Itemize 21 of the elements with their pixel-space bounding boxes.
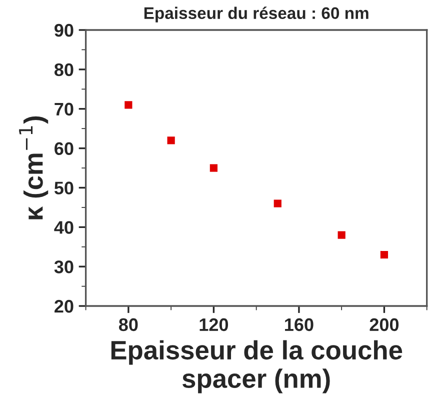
y-tick-label: 40 <box>54 221 74 234</box>
point <box>124 101 132 109</box>
point <box>274 200 282 208</box>
y-tick-label: 60 <box>54 142 74 156</box>
x-tick-label: 80 <box>118 318 138 332</box>
y-tick-label: 90 <box>54 24 74 37</box>
y-tick-label: 30 <box>54 260 74 274</box>
y-tick-label: 20 <box>54 300 74 313</box>
point <box>167 136 175 144</box>
y-axis-title: κ (cm$^{−1}$) <box>19 116 48 220</box>
point <box>380 250 388 259</box>
x-tick-label: 120 <box>200 318 228 332</box>
point <box>210 164 218 172</box>
point <box>338 231 346 239</box>
x-axis-title: Epaisseur de la couche spacer (nm) <box>111 340 402 394</box>
x-tick-label: 160 <box>285 318 314 332</box>
x-tick-label: 200 <box>370 318 399 332</box>
y-tick-label: 80 <box>54 63 74 76</box>
y-tick-label: 50 <box>54 182 74 194</box>
chart-title: Epaisseur du réseau : 60 nm <box>144 6 368 22</box>
y-tick-label: 70 <box>54 102 74 116</box>
